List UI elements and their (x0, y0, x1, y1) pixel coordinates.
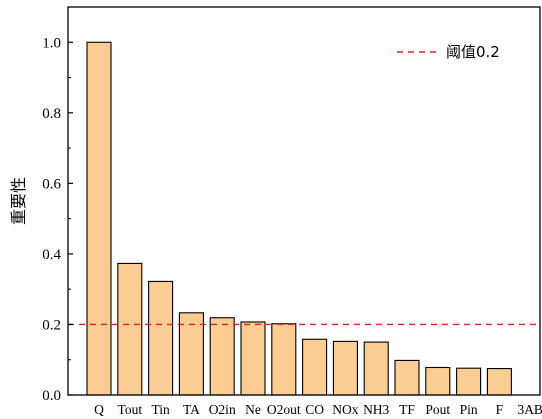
bar-nox (332, 340, 358, 396)
x-tick-label: Ne (245, 402, 261, 417)
y-tick-label: 0.2 (42, 317, 61, 333)
x-tick-label: Tin (151, 402, 170, 417)
bar-tf (394, 359, 420, 396)
y-tick-label: 0.8 (42, 106, 61, 122)
x-tick-label: O2in (209, 402, 236, 417)
x-tick-label: 3AB (517, 402, 542, 417)
legend-label-threshold: 阈值0.2 (446, 43, 500, 61)
bar-o2out (271, 323, 297, 396)
y-axis: 0.0 0.2 0.4 0.6 0.8 1.0 (42, 35, 73, 404)
x-tick-label: CO (305, 402, 324, 417)
x-tick-label: Tout (118, 402, 143, 417)
y-tick-label: 0.0 (42, 388, 61, 404)
bar-tin (148, 280, 174, 396)
x-tick-label: NOx (332, 402, 358, 417)
x-tick-label: O2out (267, 402, 301, 417)
bar-q (86, 41, 112, 396)
bar-pout (425, 366, 451, 396)
plot-frame (67, 6, 541, 396)
x-axis: Q Tout Tin TA O2in Ne O2out CO NOx NH3 TF Pout Pin F 3… (94, 402, 542, 417)
x-tick-label: Q (94, 402, 104, 417)
bar-o2in (209, 317, 235, 396)
bar-ta (178, 312, 204, 396)
bar-f (486, 367, 512, 396)
bar-tout (117, 262, 143, 396)
x-tick-label: TA (183, 402, 200, 417)
bar-ne (240, 321, 266, 396)
x-tick-label: F (496, 402, 504, 417)
bar-co (302, 338, 328, 396)
x-tick-label: Pout (425, 402, 450, 417)
x-tick-label: NH3 (363, 402, 389, 417)
y-tick-label: 1.0 (42, 35, 61, 51)
bar-pin (456, 367, 482, 396)
y-axis-title: 重要性 (9, 177, 28, 225)
bars-layer (86, 41, 512, 396)
y-tick-label: 0.4 (42, 247, 61, 263)
y-tick-label: 0.6 (42, 176, 61, 192)
legend: 阈值0.2 (397, 43, 500, 61)
x-tick-label: TF (399, 402, 415, 417)
x-tick-label: Pin (460, 402, 478, 417)
bar-nh3 (363, 341, 389, 396)
